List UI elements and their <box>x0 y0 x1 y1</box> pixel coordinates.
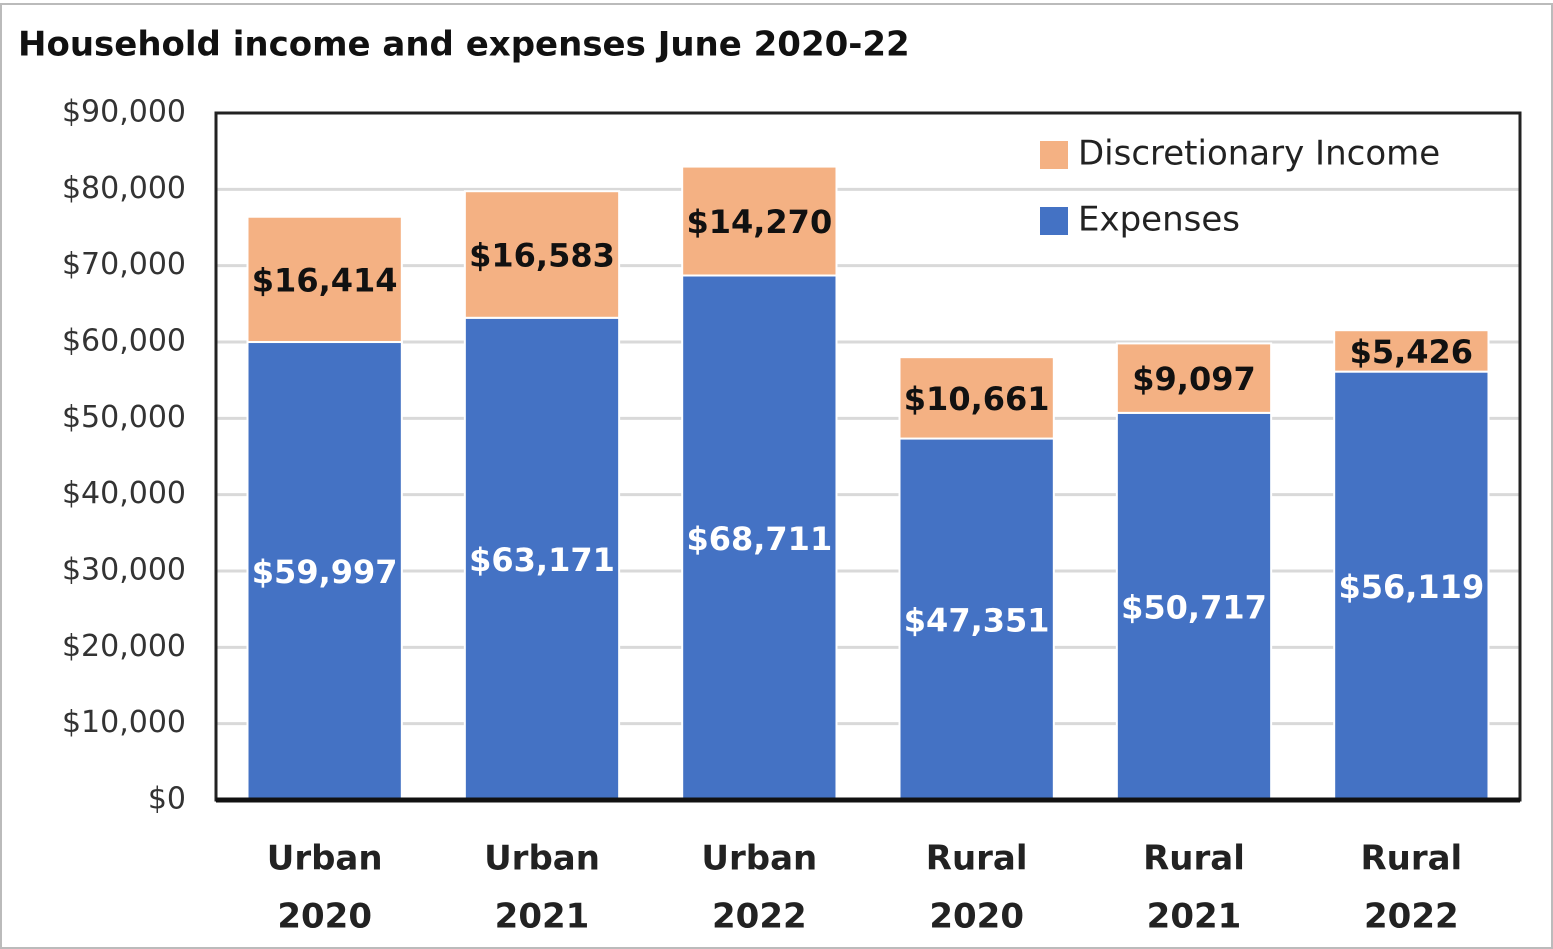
y-tick-label: $30,000 <box>62 553 186 588</box>
bar-segment <box>681 165 838 277</box>
legend-label: Expenses <box>1078 200 1240 240</box>
data-label: $14,270 <box>686 203 832 241</box>
bar-segment <box>898 437 1055 801</box>
x-tick-label: 2020 <box>929 897 1024 937</box>
data-label: $47,351 <box>904 601 1050 639</box>
y-tick-label: $80,000 <box>62 171 186 206</box>
x-tick-label: 2020 <box>277 897 372 937</box>
bar-segment <box>1115 342 1273 414</box>
data-label: $16,414 <box>252 261 398 299</box>
x-tick-label: Rural <box>1360 839 1462 879</box>
bar-segment <box>246 215 403 344</box>
chart-title: Household income and expenses June 2020-… <box>18 25 910 65</box>
bar-segment <box>463 316 621 801</box>
y-tick-label: $10,000 <box>62 705 186 740</box>
data-label: $9,097 <box>1132 360 1255 398</box>
legend-swatch <box>1040 207 1068 235</box>
x-tick-label: Urban <box>267 839 383 879</box>
y-tick-label: $60,000 <box>62 324 186 359</box>
bar-segment <box>898 356 1055 440</box>
data-label: $68,711 <box>686 520 832 558</box>
bar-segment <box>463 190 621 319</box>
bar-segment <box>1333 370 1490 801</box>
data-label: $56,119 <box>1338 568 1484 606</box>
y-tick-label: $0 <box>148 782 186 817</box>
y-tick-label: $70,000 <box>62 247 186 282</box>
bar-segment <box>1333 329 1490 373</box>
legend-swatch <box>1040 141 1068 169</box>
data-label: $63,171 <box>469 541 615 579</box>
bar-segment <box>246 341 403 801</box>
bar-segment <box>681 274 838 801</box>
y-tick-label: $50,000 <box>62 400 186 435</box>
x-tick-label: Rural <box>926 839 1028 879</box>
data-label: $5,426 <box>1350 333 1473 371</box>
x-tick-label: Rural <box>1143 839 1245 879</box>
bar-segment <box>1115 411 1273 801</box>
data-label: $50,717 <box>1121 588 1267 626</box>
x-tick-label: 2022 <box>712 897 807 937</box>
y-tick-label: $90,000 <box>62 95 186 130</box>
x-tick-label: Urban <box>484 839 600 879</box>
x-tick-label: 2021 <box>495 897 590 937</box>
x-tick-label: 2021 <box>1147 897 1242 937</box>
x-tick-label: Urban <box>701 839 817 879</box>
data-label: $16,583 <box>469 237 615 275</box>
y-tick-label: $40,000 <box>62 476 186 511</box>
data-label: $10,661 <box>904 380 1050 418</box>
y-tick-label: $20,000 <box>62 629 186 664</box>
data-label: $59,997 <box>252 553 398 591</box>
x-tick-label: 2022 <box>1364 897 1459 937</box>
legend-label: Discretionary Income <box>1078 134 1440 174</box>
